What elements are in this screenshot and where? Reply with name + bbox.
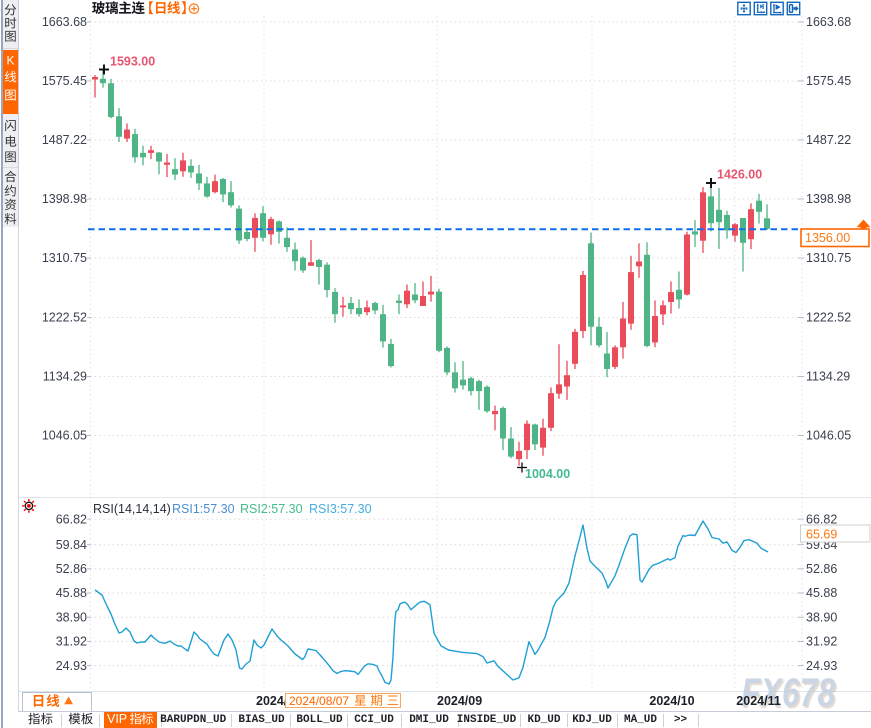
svg-text:45.88: 45.88	[56, 586, 87, 600]
svg-text:45.88: 45.88	[806, 586, 837, 600]
svg-text:59.84: 59.84	[56, 538, 87, 552]
svg-text:1426.00: 1426.00	[717, 168, 762, 182]
svg-text:1398.98: 1398.98	[806, 192, 851, 206]
svg-text:RSI1:57.30: RSI1:57.30	[172, 502, 235, 516]
svg-text:1487.22: 1487.22	[42, 133, 87, 147]
svg-text:1046.05: 1046.05	[42, 429, 87, 443]
svg-text:1222.52: 1222.52	[42, 311, 87, 325]
svg-text:1356.00: 1356.00	[805, 231, 850, 245]
svg-text:1398.98: 1398.98	[42, 192, 87, 206]
svg-text:1134.29: 1134.29	[43, 370, 87, 384]
svg-text:1663.68: 1663.68	[42, 15, 87, 29]
svg-text:1134.29: 1134.29	[806, 370, 850, 384]
svg-text:66.82: 66.82	[56, 512, 87, 526]
svg-text:RSI2:57.30: RSI2:57.30	[240, 502, 303, 516]
svg-text:RSI3:57.30: RSI3:57.30	[309, 502, 372, 516]
svg-text:38.90: 38.90	[806, 610, 837, 624]
svg-text:1487.22: 1487.22	[806, 133, 851, 147]
svg-text:38.90: 38.90	[56, 610, 87, 624]
svg-text:1310.75: 1310.75	[42, 251, 87, 265]
svg-text:52.86: 52.86	[56, 562, 87, 576]
svg-text:31.92: 31.92	[56, 635, 87, 649]
svg-text:1004.00: 1004.00	[525, 467, 570, 481]
svg-text:RSI(14,14,14): RSI(14,14,14)	[93, 502, 171, 516]
svg-text:1575.45: 1575.45	[806, 74, 851, 88]
svg-text:65.69: 65.69	[806, 528, 837, 542]
svg-text:1663.68: 1663.68	[806, 15, 851, 29]
svg-text:1046.05: 1046.05	[806, 429, 851, 443]
svg-text:1222.52: 1222.52	[806, 311, 851, 325]
svg-text:1593.00: 1593.00	[110, 55, 155, 69]
svg-text:1575.45: 1575.45	[42, 74, 87, 88]
svg-text:1310.75: 1310.75	[806, 251, 851, 265]
svg-text:24.93: 24.93	[56, 659, 87, 673]
svg-text:31.92: 31.92	[806, 635, 837, 649]
svg-text:24.93: 24.93	[806, 659, 837, 673]
svg-text:52.86: 52.86	[806, 562, 837, 576]
svg-text:66.82: 66.82	[806, 512, 837, 526]
